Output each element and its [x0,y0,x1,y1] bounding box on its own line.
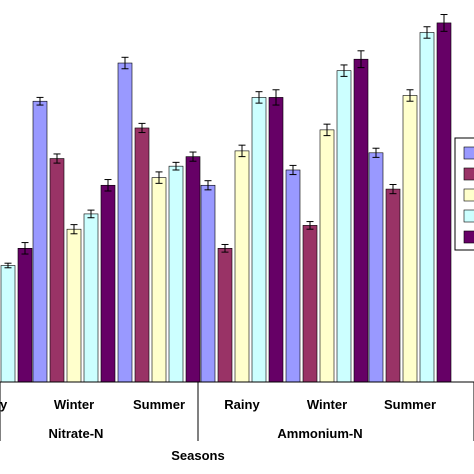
bar-s1-c6 [368,152,384,383]
bar-s1-c5 [285,169,301,383]
bar-s5-c4 [268,97,284,383]
bar-s3-c3 [151,177,167,383]
bar-s2-c2 [49,158,65,383]
bar-s2-c6 [385,188,401,383]
legend-swatch-4 [463,209,474,223]
category-label-3: Summer [133,397,185,412]
legend-swatch-1 [463,146,474,160]
bar-s1-c4 [200,184,216,383]
bar-s4-c6 [419,32,435,383]
bar-s4-c3 [168,165,184,383]
bar-s3-c5 [319,129,335,383]
category-label-2: Winter [54,397,94,412]
bar-s5-c3 [185,156,201,383]
category-label-1: y [0,397,8,412]
category-label-5: Winter [307,397,347,412]
legend-swatch-3 [463,188,474,202]
bar-s5-c6 [436,22,452,383]
x-axis-title: Seasons [171,448,224,463]
bar-s5-c1 [17,248,33,383]
category-label-6: Summer [384,397,436,412]
axes-layer [0,381,474,441]
legend-swatch-5 [463,230,474,244]
bar-s5-c2 [100,184,116,383]
group-label-1: Nitrate-N [49,426,104,441]
bar-s2-c5 [302,225,318,383]
bar-s1-c3 [117,62,133,383]
bar-s3-c6 [402,95,418,383]
bar-s4-c2 [83,213,99,383]
bar-s4-c5 [336,70,352,383]
bar-s3-c4 [234,150,250,383]
bar-s1-c2 [32,100,48,383]
legend [454,137,474,251]
bar-s2-c4 [217,248,233,383]
category-labels: y Winter Summer Rainy Winter Summer Nitrate-N A… [0,397,436,441]
legend-swatch-2 [463,167,474,181]
bar-s4-c4 [251,97,267,383]
group-label-2: Ammonium-N [277,426,362,441]
bar-layer [0,14,452,383]
bar-s5-c5 [353,58,369,383]
bar-s2-c3 [134,127,150,383]
category-label-4: Rainy [224,397,260,412]
bar-s4-c1 [0,265,16,383]
bar-s3-c2 [66,228,82,383]
